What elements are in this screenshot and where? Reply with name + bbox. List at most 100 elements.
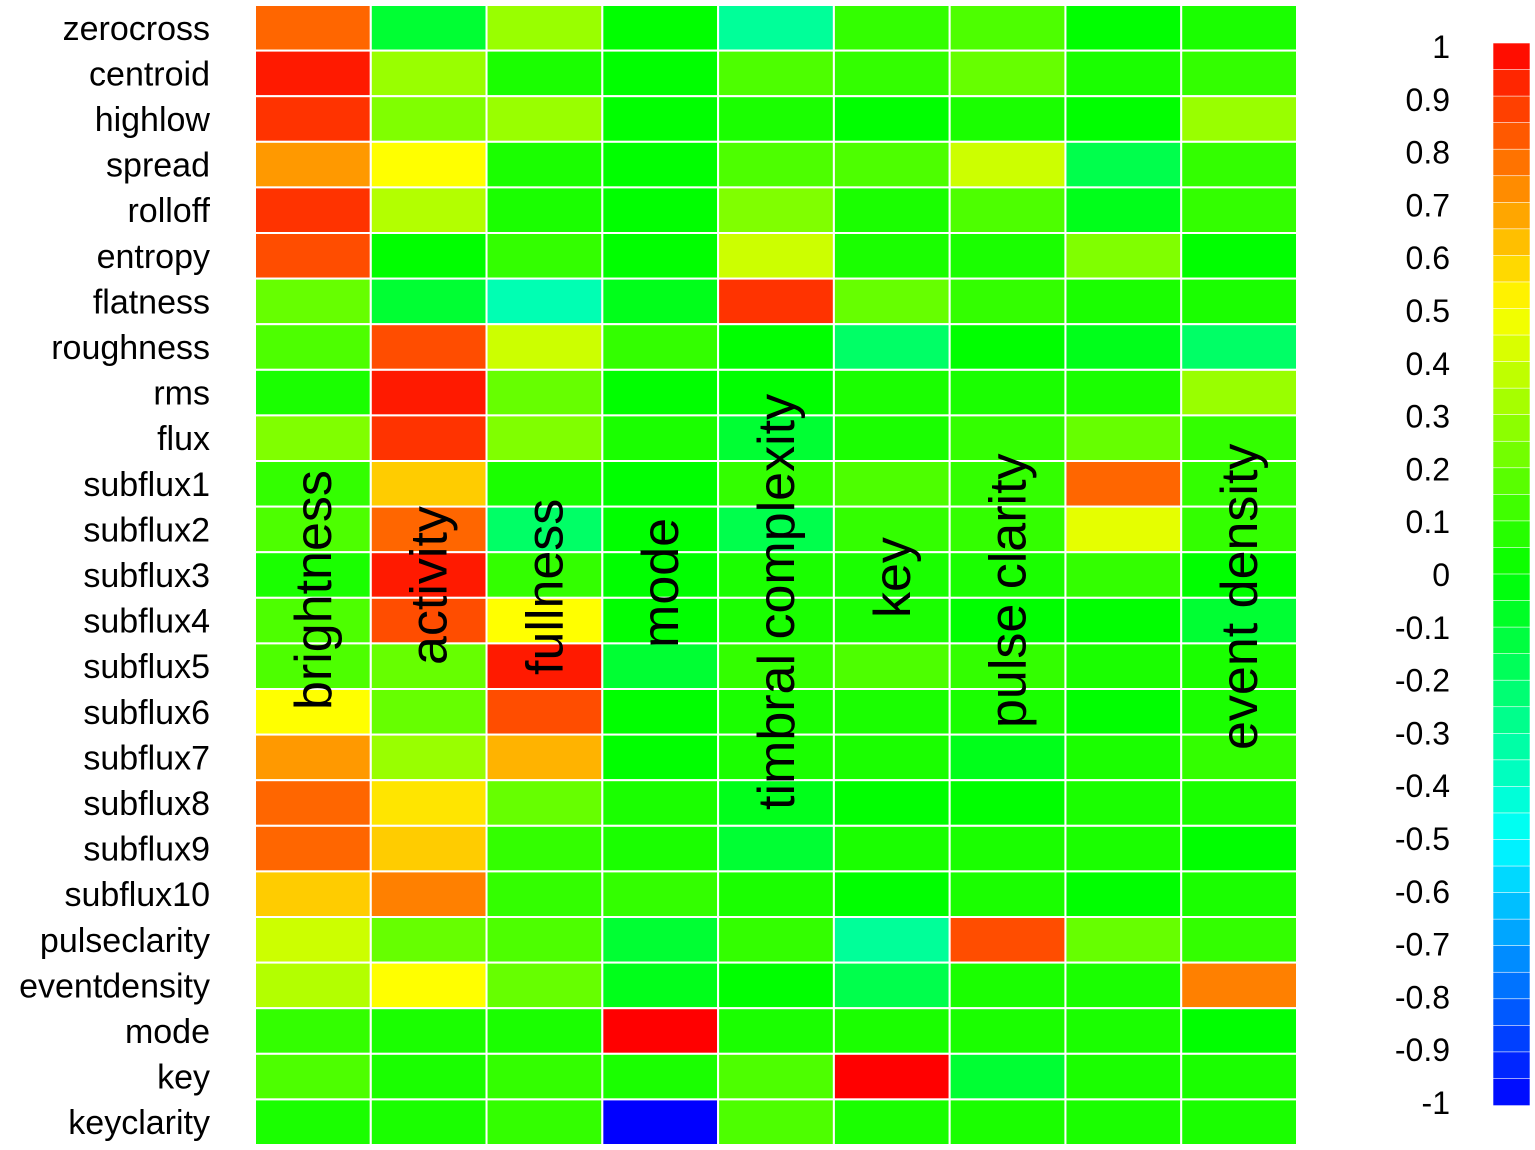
- heatmap-cell: [717, 1098, 835, 1147]
- heatmap-cell: [1064, 368, 1183, 417]
- heatmap-cell: [369, 596, 488, 645]
- colorbar-swatch: [1492, 998, 1531, 1027]
- heatmap-cell: [254, 186, 372, 234]
- heatmap-cell: [601, 460, 720, 508]
- colorbar-swatch: [1492, 494, 1531, 522]
- heatmap-cell: [948, 460, 1067, 508]
- heatmap-cell: [254, 824, 372, 873]
- colorbar-swatch: [1492, 679, 1531, 708]
- heatmap-cell: [485, 4, 604, 52]
- colorbar-swatch: [1492, 255, 1531, 283]
- colorbar-swatch: [1492, 361, 1531, 390]
- colorbar-swatch: [1492, 440, 1531, 469]
- heatmap-cell: [1064, 4, 1183, 52]
- heatmap-cell: [485, 323, 604, 371]
- row-label: keyclarity: [68, 1104, 210, 1142]
- heatmap-cell: [254, 1007, 372, 1055]
- heatmap-cell: [601, 4, 720, 52]
- heatmap-cell: [485, 1098, 604, 1147]
- heatmap-cell: [369, 368, 488, 417]
- row-label: entropy: [97, 238, 210, 276]
- heatmap-cell: [485, 596, 604, 645]
- heatmap-cell: [832, 916, 951, 964]
- heatmap-cell: [832, 95, 951, 143]
- colorbar-swatch: [1492, 573, 1531, 602]
- heatmap-cell: [485, 733, 604, 782]
- heatmap-cell: [485, 916, 604, 964]
- heatmap-cell: [948, 414, 1067, 462]
- heatmap-cell: [948, 277, 1067, 326]
- heatmap-cell: [1064, 916, 1183, 964]
- heatmap-cell: [254, 4, 372, 52]
- row-label: subflux3: [83, 557, 210, 595]
- colorbar-tick-label: 0.9: [1406, 82, 1450, 118]
- heatmap-cell: [254, 95, 372, 143]
- heatmap-cell: [369, 961, 488, 1010]
- heatmap-cell: [948, 232, 1067, 280]
- heatmap-cell: [717, 460, 835, 508]
- heatmap-cell: [254, 916, 372, 964]
- heatmap-cell: [601, 1007, 720, 1055]
- row-label: subflux5: [83, 648, 210, 686]
- heatmap-cell: [1064, 1052, 1183, 1101]
- heatmap-cell: [948, 870, 1067, 919]
- colorbar-swatch: [1492, 547, 1531, 575]
- heatmap-cell: [1180, 368, 1298, 417]
- heatmap-cell: [369, 733, 488, 782]
- heatmap-cell: [832, 870, 951, 919]
- colorbar-tick-label: 0.8: [1406, 135, 1450, 171]
- heatmap-cell: [485, 186, 604, 234]
- heatmap-cell: [601, 551, 720, 599]
- heatmap-cell: [1180, 277, 1298, 326]
- heatmap-cell: [832, 414, 951, 462]
- heatmap-cell: [1180, 4, 1298, 52]
- row-label: subflux1: [83, 466, 210, 504]
- colorbar-tick-label: -0.2: [1395, 663, 1450, 699]
- colorbar-tick-label: 0.1: [1406, 504, 1450, 540]
- heatmap-cell: [1064, 688, 1183, 736]
- heatmap-cell: [717, 642, 835, 691]
- heatmap-cell: [832, 140, 951, 189]
- heatmap-cell: [369, 4, 488, 52]
- colorbar-swatch: [1492, 148, 1531, 177]
- heatmap-cell: [1180, 824, 1298, 873]
- heatmap-cell: [485, 688, 604, 736]
- heatmap-cell: [601, 596, 720, 645]
- row-label: rolloff: [127, 192, 210, 230]
- column-label: mode: [632, 518, 690, 648]
- heatmap-cell: [369, 186, 488, 234]
- colorbar-tick-label: -0.8: [1395, 979, 1450, 1015]
- heatmap-cell: [1064, 551, 1183, 599]
- heatmap-cell: [1064, 642, 1183, 691]
- row-label: pulseclarity: [40, 922, 210, 960]
- heatmap-cell: [1180, 870, 1298, 919]
- heatmap-cell: [1180, 323, 1298, 371]
- heatmap-cell: [1064, 961, 1183, 1010]
- heatmap-cell: [717, 49, 835, 98]
- colorbar-tick-label: 0.4: [1406, 346, 1450, 382]
- heatmap-cell: [369, 916, 488, 964]
- row-label: flux: [157, 420, 210, 458]
- heatmap-cell: [948, 140, 1067, 189]
- row-label: subflux8: [83, 785, 210, 823]
- heatmap-cell: [369, 414, 488, 462]
- heatmap-cell: [601, 961, 720, 1010]
- colorbar-tick-label: 0.5: [1406, 293, 1450, 329]
- row-label: subflux9: [83, 831, 210, 869]
- row-label: centroid: [89, 55, 210, 93]
- heatmap-cell: [254, 642, 372, 691]
- heatmap-cell: [948, 1007, 1067, 1055]
- heatmap-cell: [948, 779, 1067, 827]
- heatmap-cell: [254, 733, 372, 782]
- heatmap-cell: [1180, 779, 1298, 827]
- heatmap-cell: [254, 961, 372, 1010]
- heatmap-cell: [717, 1052, 835, 1101]
- heatmap-cell: [1180, 642, 1298, 691]
- heatmap-cell: [1064, 870, 1183, 919]
- heatmap-cell: [369, 232, 488, 280]
- heatmap-cell: [254, 140, 372, 189]
- row-label: subflux6: [83, 694, 210, 732]
- colorbar-swatch: [1492, 653, 1531, 682]
- heatmap-cell: [832, 186, 951, 234]
